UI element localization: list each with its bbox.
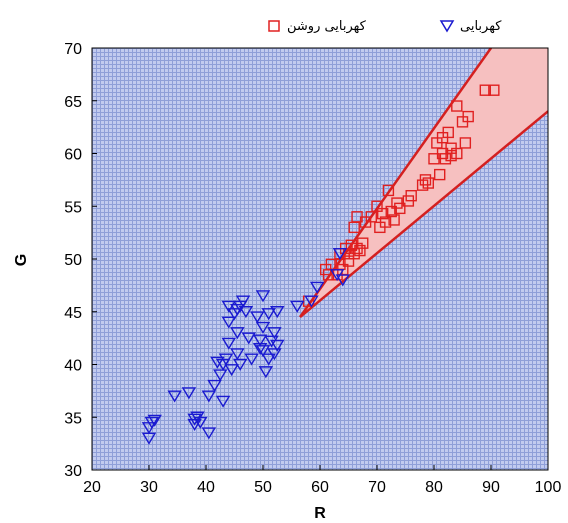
y-axis-label: G <box>13 254 30 266</box>
data-point-amber <box>218 353 234 366</box>
data-point-amber <box>335 274 351 287</box>
data-point-light-amber <box>434 168 446 181</box>
data-point-light-amber <box>405 189 417 202</box>
data-point-amber <box>255 345 271 358</box>
data-point-amber <box>332 248 348 261</box>
data-point-amber <box>221 337 237 350</box>
x-axis-ticks: 20 30 40 50 60 70 80 90 100 <box>83 465 561 496</box>
data-point-amber <box>304 295 319 308</box>
data-point-amber <box>207 379 222 392</box>
x-axis-label: R <box>314 505 326 522</box>
data-point-amber <box>141 422 157 435</box>
data-point-amber <box>187 418 202 431</box>
data-point-amber <box>201 427 217 440</box>
y-tick-label: 40 <box>64 358 82 375</box>
data-point-amber <box>181 387 197 400</box>
data-points <box>141 84 500 445</box>
y-axis-ticks: 30 35 40 45 50 55 60 65 70 <box>64 41 97 480</box>
data-point-amber <box>224 364 239 377</box>
data-point-amber <box>309 281 325 294</box>
legend-label-light-amber: کهربایی روشن <box>287 19 367 34</box>
x-tick-label: 30 <box>140 479 158 496</box>
data-point-amber <box>255 321 271 334</box>
data-point-amber <box>244 353 259 366</box>
data-point-amber <box>232 358 248 371</box>
data-point-light-amber <box>385 205 397 218</box>
x-tick-label: 40 <box>197 479 215 496</box>
data-point-amber <box>230 303 245 317</box>
data-point-amber <box>210 356 225 369</box>
y-tick-label: 70 <box>64 41 82 58</box>
data-point-light-amber <box>342 255 355 267</box>
data-point-light-amber <box>377 207 389 220</box>
data-point-amber <box>261 308 276 321</box>
data-point-amber <box>221 316 237 329</box>
x-tick-label: 90 <box>482 479 500 496</box>
data-point-light-amber <box>371 200 383 212</box>
data-point-light-amber <box>354 244 366 257</box>
y-tick-label: 50 <box>64 252 82 269</box>
data-point-light-amber <box>451 147 463 160</box>
data-point-amber <box>258 366 274 379</box>
data-point-amber <box>167 390 182 403</box>
data-point-light-amber <box>451 100 463 112</box>
data-point-light-amber <box>442 126 454 139</box>
data-point-light-amber <box>479 84 491 96</box>
data-point-light-amber <box>379 216 392 228</box>
y-tick-label: 55 <box>64 199 82 216</box>
y-tick-label: 30 <box>64 463 82 480</box>
data-point-light-amber <box>394 202 406 215</box>
x-tick-label: 50 <box>254 479 272 496</box>
data-point-amber <box>250 311 265 324</box>
data-point-amber <box>230 348 245 361</box>
data-point-light-amber <box>459 137 472 149</box>
data-point-amber <box>241 332 256 345</box>
data-point-amber <box>201 390 217 403</box>
data-point-amber <box>252 334 268 347</box>
x-tick-label: 100 <box>535 479 562 496</box>
data-point-amber <box>252 342 268 356</box>
data-point-light-amber <box>388 214 400 226</box>
legend-marker-square <box>268 20 280 32</box>
x-tick-label: 20 <box>83 479 101 496</box>
data-point-amber <box>261 353 276 366</box>
x-tick-label: 80 <box>425 479 443 496</box>
data-point-amber <box>267 348 282 361</box>
data-point-light-amber <box>357 237 369 249</box>
data-point-amber <box>147 414 162 427</box>
x-tick-label: 60 <box>311 479 329 496</box>
legend-item-amber: کهربایی <box>439 19 502 34</box>
data-point-light-amber <box>462 110 474 123</box>
data-point-amber <box>289 300 305 313</box>
data-point-light-amber <box>488 84 500 96</box>
data-point-amber <box>270 339 285 352</box>
legend-marker-triangle <box>439 20 455 33</box>
y-tick-label: 45 <box>64 305 82 322</box>
x-tick-label: 70 <box>368 479 386 496</box>
data-point-amber <box>235 295 251 308</box>
data-point-amber <box>213 369 228 382</box>
data-point-amber <box>193 416 208 429</box>
data-point-amber <box>238 306 254 319</box>
data-point-amber <box>230 327 245 340</box>
legend-label-amber: کهربایی <box>460 19 502 34</box>
data-point-amber <box>264 335 279 348</box>
data-point-light-amber <box>419 174 432 186</box>
y-tick-label: 60 <box>64 147 82 164</box>
data-point-amber <box>215 395 231 408</box>
y-tick-label: 35 <box>64 410 82 427</box>
data-point-amber <box>267 327 282 340</box>
legend-item-light-amber: کهربایی روشن <box>268 19 367 34</box>
data-point-amber <box>187 413 202 426</box>
data-point-light-amber <box>439 153 452 165</box>
y-tick-label: 65 <box>64 94 82 111</box>
data-point-light-amber <box>365 211 377 223</box>
data-point-amber <box>255 290 271 303</box>
data-point-amber <box>270 306 285 319</box>
data-point-light-amber <box>382 184 395 197</box>
data-point-light-amber <box>422 177 434 189</box>
legend: کهربایی روشن کهربایی <box>268 19 502 34</box>
